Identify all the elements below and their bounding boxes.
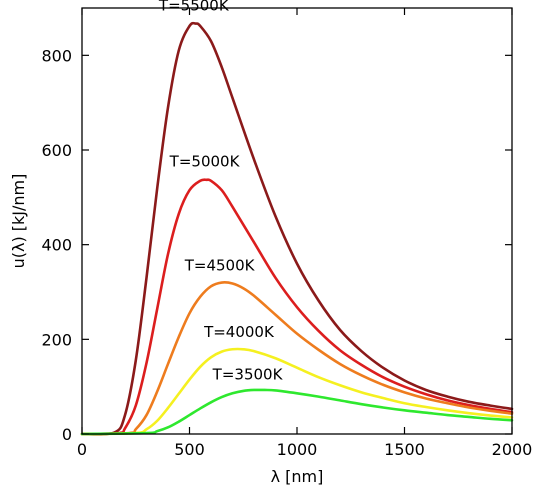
y-tick-label: 200 — [41, 330, 72, 349]
ticks-layer: 0 500 1000 1500 2000 0 200 400 600 800 — [41, 8, 532, 459]
y-tick-label: 0 — [62, 425, 72, 444]
x-tick-label: 1500 — [384, 440, 425, 459]
curve-label: T=5000K — [169, 153, 241, 171]
curve-label: T=4000K — [203, 323, 275, 341]
y-axis-label: u(λ) [kJ/nm] — [9, 174, 28, 269]
series-line-t-4500k — [80, 281, 514, 436]
x-tick-label: 0 — [77, 440, 87, 459]
x-tick-label: 2000 — [492, 440, 533, 459]
plot-frame — [81, 7, 513, 435]
y-tick-label: 800 — [41, 46, 72, 65]
series-line-t-4000k — [80, 347, 514, 436]
curve-labels-layer: T=5500K T=5000K T=4500K T=4000K T=3500K — [158, 0, 284, 384]
x-axis-label: λ [nm] — [271, 467, 324, 486]
y-tick-label: 400 — [41, 236, 72, 255]
curve-label: T=5500K — [158, 0, 230, 14]
x-tick-label: 1000 — [277, 440, 318, 459]
curve-label: T=3500K — [212, 366, 284, 384]
curves-layer — [80, 21, 514, 436]
series-line-t-5500k — [80, 21, 514, 436]
curve-label: T=4500K — [184, 257, 256, 275]
series-line-t-3500k — [80, 388, 514, 436]
x-tick-label: 500 — [174, 440, 205, 459]
series-line-t-5000k — [80, 178, 514, 436]
y-tick-label: 600 — [41, 141, 72, 160]
